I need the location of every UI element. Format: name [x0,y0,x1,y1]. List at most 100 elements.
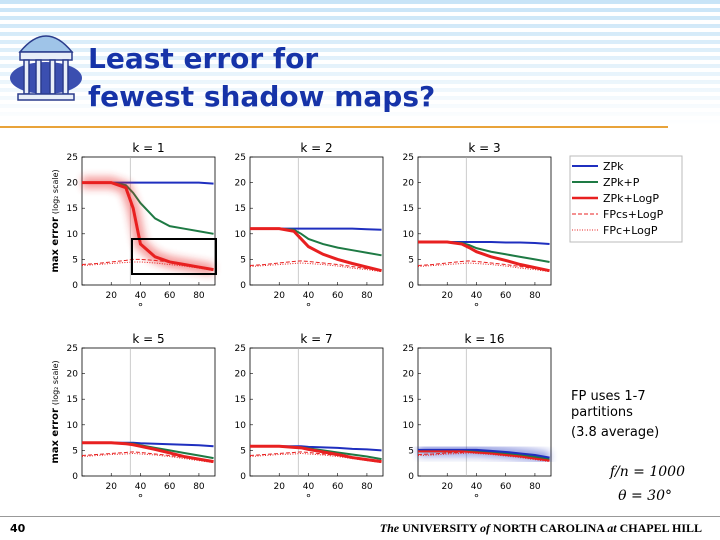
note: FP uses 1-7 [571,389,646,404]
series-line [82,441,214,464]
footer-part: UNIVERSITY [399,521,480,535]
x-tick-label: 60 [164,291,176,301]
x-axis-label: ° [474,492,480,505]
x-tick-label: 60 [500,291,512,301]
x-tick-label: 20 [274,482,286,492]
slide-title: fewest shadow maps? [88,80,435,113]
y-tick-label: 20 [403,179,415,189]
series-line [417,452,550,463]
y-tick-label: 15 [235,395,246,405]
y-tick-label: 5 [72,446,78,456]
footer-part: CHAPEL HILL [617,521,702,535]
legend-label: ZPk+LogP [603,192,659,205]
plot-area [81,347,216,477]
y-axis-label-unit: (log₂ scale) [51,360,60,405]
plot-area [249,347,384,477]
x-tick-label: 80 [529,291,541,301]
x-axis-label: ° [138,301,144,314]
slide-title: Least error for [88,42,318,75]
legend-label: FPc+LogP [603,224,658,237]
y-tick-label: 0 [240,281,246,291]
legend-label: ZPk [603,160,624,173]
logo [10,35,82,101]
page-number: 40 [10,522,26,535]
x-tick-label: 40 [303,482,315,492]
y-tick-label: 15 [235,204,246,214]
series-line [418,450,550,462]
note: (3.8 average) [571,425,659,440]
y-tick-label: 25 [67,153,78,163]
x-tick-label: 20 [442,482,454,492]
y-tick-label: 25 [403,344,414,354]
series-line [81,261,214,272]
chart-title: k = 5 [132,332,164,346]
x-tick-label: 40 [471,291,483,301]
y-tick-label: 25 [235,344,246,354]
y-tick-label: 0 [408,281,414,291]
footer-rule [0,516,720,517]
x-tick-label: 80 [361,291,373,301]
legend-label: ZPk+P [603,176,640,189]
y-tick-label: 10 [67,421,79,431]
chart: k = 16 0 5 10 15 20 25 20 40 60 80 ° [403,332,552,505]
y-axis-label-unit: (log₂ scale) [51,169,60,214]
y-tick-label: 5 [408,255,414,265]
x-tick-label: 80 [529,482,541,492]
y-tick-label: 5 [408,446,414,456]
footer-part: of [480,521,491,535]
y-tick-label: 15 [67,204,78,214]
chart: k = 2 0 5 10 15 20 25 20 40 60 80 ° [235,141,384,314]
y-tick-label: 20 [235,179,247,189]
x-axis-label: ° [138,492,144,505]
x-tick-label: 60 [164,482,176,492]
y-tick-label: 10 [403,230,415,240]
chart-title: k = 2 [300,141,332,155]
chart: k = 1 0 5 10 15 20 25 20 40 60 80 ° max error (log₂ s… [50,141,217,314]
chart: k = 7 0 5 10 15 20 25 20 40 60 80 ° [235,332,384,505]
chart-title: k = 1 [132,141,164,155]
y-tick-label: 5 [72,255,78,265]
x-tick-label: 60 [500,482,512,492]
series-line [417,260,550,272]
legend-label: FPcs+LogP [603,208,664,221]
y-tick-label: 20 [67,370,79,380]
y-tick-label: 15 [403,204,414,214]
y-tick-label: 20 [403,370,415,380]
x-tick-label: 20 [274,291,286,301]
y-tick-label: 20 [235,370,247,380]
x-tick-label: 80 [361,482,373,492]
y-tick-label: 10 [67,230,79,240]
y-tick-label: 0 [72,472,78,482]
x-tick-label: 20 [106,482,118,492]
series-line [81,451,214,463]
plot-area [417,156,552,286]
y-tick-label: 0 [72,281,78,291]
x-tick-label: 20 [106,291,118,301]
y-tick-label: 5 [240,446,246,456]
x-axis-label: ° [474,301,480,314]
formula: θ = 30° [618,488,672,504]
highlight-box [131,238,217,275]
chart-title: k = 7 [300,332,332,346]
y-tick-label: 15 [403,395,414,405]
series-line [82,181,214,272]
y-tick-label: 25 [67,344,78,354]
y-axis-label-main: max error [50,408,61,464]
y-tick-label: 25 [235,153,246,163]
y-tick-label: 10 [235,230,247,240]
footer: The UNIVERSITY of NORTH CAROLINA at CHAP… [380,521,702,535]
x-tick-label: 20 [442,291,454,301]
x-tick-label: 40 [135,482,147,492]
plot-area [249,156,384,286]
header-fade [0,0,720,125]
footer-part: The [380,521,400,535]
series-line [250,444,382,464]
y-tick-label: 25 [403,153,414,163]
chart-title: k = 3 [468,141,500,155]
y-tick-label: 10 [403,421,415,431]
series-line [249,262,382,273]
header-rule [0,126,668,128]
y-tick-label: 15 [67,395,78,405]
series-line [81,258,214,271]
